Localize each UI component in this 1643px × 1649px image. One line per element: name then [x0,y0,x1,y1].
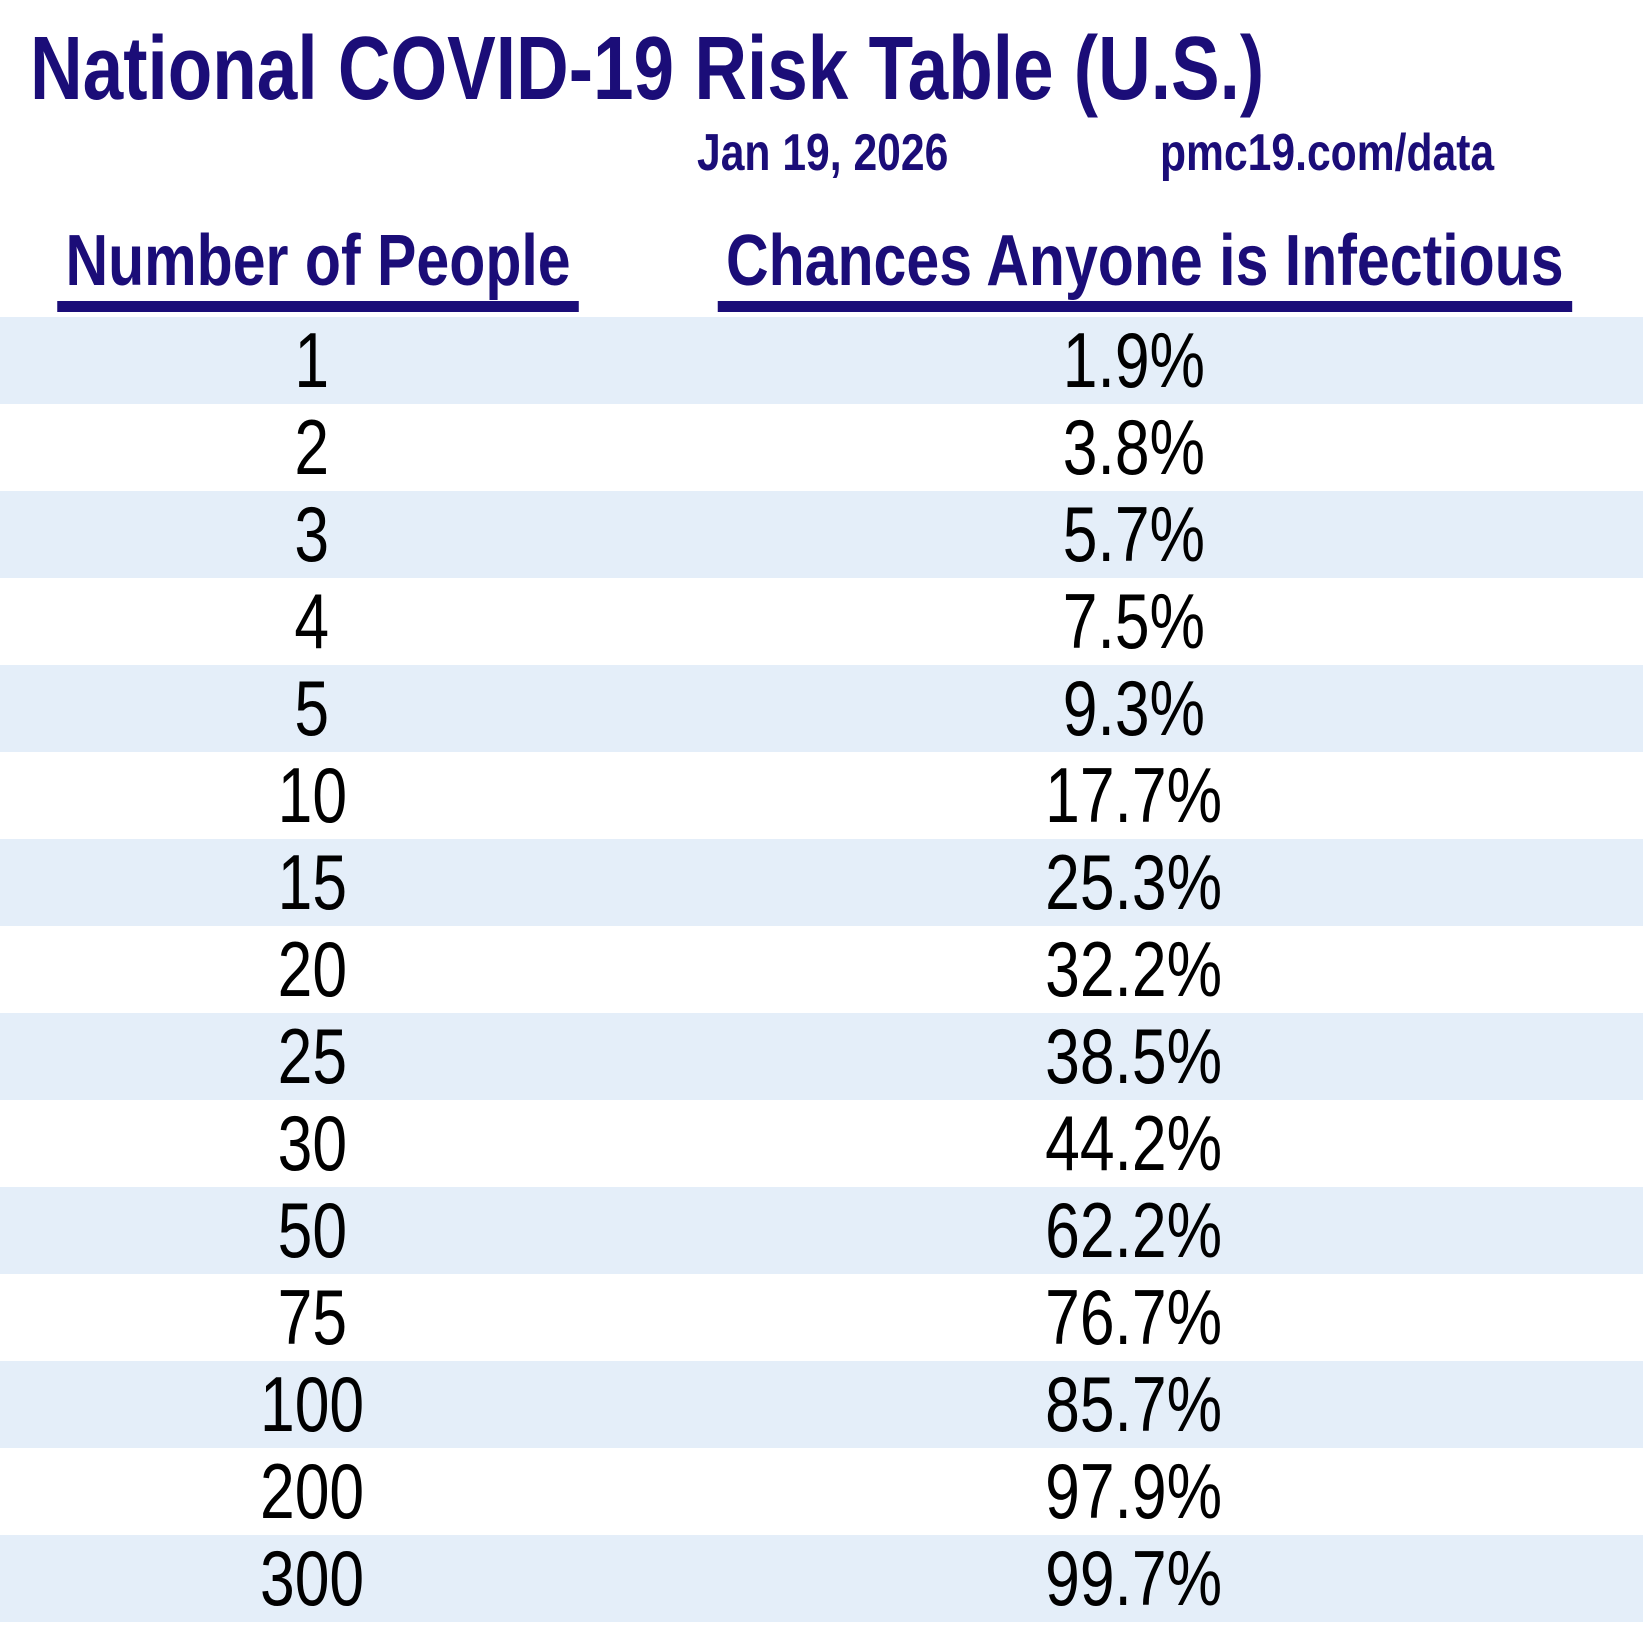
people-count-cell: 100 [260,1360,365,1448]
chance-cell: 38.5% [1045,1012,1223,1100]
table-row: 300 99.7% [0,1535,1643,1622]
column-header-chance-label: Chances Anyone is Infectious [718,224,1573,312]
column-header-people: Number of People [0,224,624,312]
table-row: 10 17.7% [0,752,1643,839]
page-title: National COVID-19 Risk Table (U.S.) [30,19,1265,119]
chance-cell: 9.3% [1062,664,1205,752]
table-row: 75 76.7% [0,1274,1643,1361]
chance-cell: 1.9% [1062,316,1205,404]
people-count-cell: 3 [294,490,330,578]
people-count-cell: 30 [277,1099,347,1187]
chance-cell: 44.2% [1045,1099,1223,1187]
chance-cell: 25.3% [1045,838,1223,926]
source-url: pmc19.com/data [1160,124,1495,182]
chance-cell: 97.9% [1045,1447,1223,1535]
chance-cell: 17.7% [1045,751,1223,839]
people-count-cell: 300 [260,1534,365,1622]
people-count-cell: 1 [294,316,330,404]
table-body: 1 1.9% 2 3.8% 3 5.7% 4 7.5% 5 9.3% 10 17… [0,317,1643,1622]
table-row: 200 97.9% [0,1448,1643,1535]
table-header-row: Number of People Chances Anyone is Infec… [0,224,1643,312]
people-count-cell: 10 [277,751,347,839]
table-row: 2 3.8% [0,404,1643,491]
chance-cell: 32.2% [1045,925,1223,1013]
table-row: 25 38.5% [0,1013,1643,1100]
people-count-cell: 5 [294,664,330,752]
people-count-cell: 20 [277,925,347,1013]
column-header-people-label: Number of People [57,224,579,312]
people-count-cell: 15 [277,838,347,926]
chance-cell: 62.2% [1045,1186,1223,1274]
table-row: 20 32.2% [0,926,1643,1013]
chance-cell: 76.7% [1045,1273,1223,1361]
report-date: Jan 19, 2026 [697,124,949,182]
chance-cell: 3.8% [1062,403,1205,491]
people-count-cell: 4 [294,577,330,665]
table-row: 3 5.7% [0,491,1643,578]
table-row: 4 7.5% [0,578,1643,665]
table-row: 5 9.3% [0,665,1643,752]
chance-cell: 85.7% [1045,1360,1223,1448]
chance-cell: 99.7% [1045,1534,1223,1622]
table-row: 15 25.3% [0,839,1643,926]
table-row: 100 85.7% [0,1361,1643,1448]
chance-cell: 7.5% [1062,577,1205,665]
table-row: 50 62.2% [0,1187,1643,1274]
chance-cell: 5.7% [1062,490,1205,578]
people-count-cell: 50 [277,1186,347,1274]
table-row: 30 44.2% [0,1100,1643,1187]
table-row: 1 1.9% [0,317,1643,404]
people-count-cell: 25 [277,1012,347,1100]
people-count-cell: 200 [260,1447,365,1535]
header-meta: Jan 19, 2026 pmc19.com/data [0,122,1643,184]
people-count-cell: 75 [277,1273,347,1361]
people-count-cell: 2 [294,403,330,491]
column-header-chance: Chances Anyone is Infectious [624,224,1643,312]
risk-table: Number of People Chances Anyone is Infec… [0,224,1643,1622]
